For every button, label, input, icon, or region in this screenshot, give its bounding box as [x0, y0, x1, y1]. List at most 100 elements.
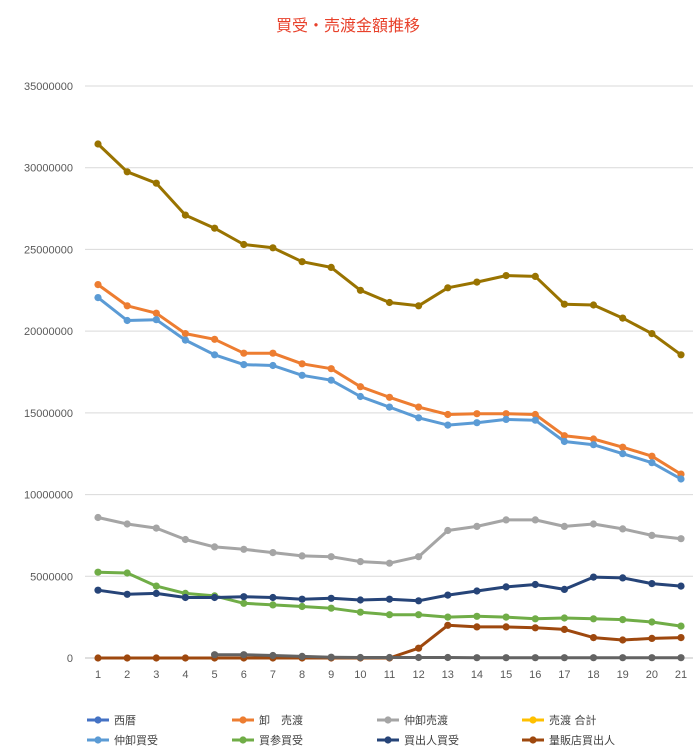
x-tick-label: 10: [354, 669, 366, 681]
data-point: [356, 558, 364, 566]
data-point: [531, 615, 539, 623]
data-point: [502, 415, 510, 423]
data-point: [123, 302, 131, 310]
data-point: [473, 410, 481, 418]
legend-label: 卸 売渡: [259, 713, 303, 727]
data-point: [211, 543, 219, 551]
data-point: [94, 586, 102, 594]
data-point: [531, 516, 539, 524]
data-point: [415, 553, 423, 561]
data-point: [619, 450, 627, 458]
data-point: [298, 602, 306, 611]
series-2: [94, 281, 685, 478]
series-layer: [94, 140, 685, 662]
legend-item: 買参買受: [232, 733, 303, 747]
data-point: [589, 301, 598, 309]
y-tick-label: 5000000: [30, 571, 73, 583]
data-point: [444, 591, 452, 599]
data-point: [473, 522, 481, 531]
data-point: [298, 652, 306, 661]
data-point: [560, 437, 569, 446]
x-tick-label: 6: [241, 669, 247, 681]
data-point: [415, 403, 423, 411]
data-point: [531, 410, 539, 419]
data-point: [531, 654, 539, 662]
data-point: [240, 651, 248, 659]
x-axis: 1 2 3 4 5 6 7 8 9 10 11 12 13 14 15 16 17 18 19 20 21: [95, 669, 687, 681]
data-point: [619, 654, 627, 662]
x-tick-label: 2: [124, 669, 130, 681]
data-point: [473, 419, 481, 427]
data-point: [648, 618, 656, 626]
data-point: [240, 361, 248, 369]
data-point: [152, 316, 160, 324]
data-point: [648, 330, 656, 338]
x-tick-label: 14: [471, 669, 483, 681]
data-point: [385, 559, 394, 567]
data-point: [531, 580, 539, 589]
data-point: [356, 383, 364, 391]
legend-swatch-marker: [529, 716, 537, 724]
data-point: [677, 582, 685, 590]
data-point: [444, 526, 452, 535]
data-point: [560, 522, 569, 531]
data-point: [385, 611, 394, 619]
data-point: [356, 608, 364, 616]
data-point: [531, 416, 539, 424]
y-tick-label: 25000000: [24, 244, 73, 256]
legend-swatch-marker: [239, 716, 247, 724]
legend-label: 仲卸買受: [114, 733, 158, 747]
x-tick-label: 13: [442, 669, 454, 681]
legend-swatch-marker: [94, 716, 102, 724]
data-point: [385, 403, 394, 411]
legend-label: 買出人買受: [404, 733, 459, 747]
data-point: [152, 309, 160, 317]
x-tick-label: 3: [153, 669, 159, 681]
data-point: [648, 580, 656, 588]
y-tick-label: 20000000: [24, 326, 73, 338]
data-point: [677, 475, 685, 483]
y-tick-label: 30000000: [24, 163, 73, 175]
legend-label: 量販店買出人: [549, 733, 615, 747]
data-point: [531, 624, 539, 632]
data-point: [444, 421, 452, 429]
legend-swatch-marker: [384, 736, 392, 744]
y-tick-label: 35000000: [24, 81, 73, 93]
data-point: [123, 569, 131, 577]
legend-label: 買参買受: [259, 733, 303, 747]
data-point: [473, 587, 481, 595]
data-point: [356, 596, 364, 604]
data-point: [240, 599, 248, 607]
data-point: [181, 654, 189, 662]
data-point: [298, 552, 306, 560]
data-point: [560, 585, 569, 594]
legend-item: 西暦: [87, 714, 136, 727]
data-point: [589, 634, 598, 642]
data-point: [473, 654, 481, 662]
data-point: [589, 654, 598, 662]
data-point: [327, 653, 335, 661]
data-point: [94, 568, 102, 576]
data-point: [415, 611, 423, 619]
data-point: [473, 278, 481, 286]
x-tick-label: 5: [212, 669, 218, 681]
data-point: [648, 452, 656, 460]
data-point: [444, 653, 452, 662]
data-point: [560, 432, 569, 440]
data-point: [152, 654, 160, 662]
data-point: [415, 597, 423, 605]
data-point: [123, 316, 131, 325]
data-point: [240, 545, 248, 553]
data-point: [181, 336, 189, 344]
data-point: [385, 298, 394, 307]
legend-item: 仲卸買受: [87, 733, 158, 747]
x-tick-label: 8: [299, 669, 305, 681]
data-point: [298, 258, 306, 266]
data-point: [589, 520, 598, 528]
data-point: [473, 623, 481, 631]
data-point: [211, 351, 219, 359]
data-point: [327, 263, 335, 271]
y-tick-label: 15000000: [24, 408, 73, 420]
data-point: [531, 272, 539, 280]
